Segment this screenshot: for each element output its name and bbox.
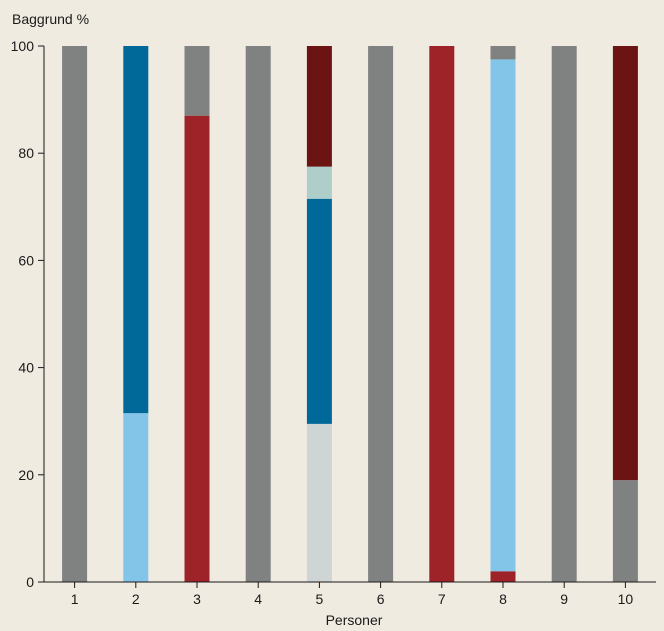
y-tick-label: 100: [11, 38, 35, 54]
x-tick-label: 6: [377, 591, 385, 607]
x-tick-label: 4: [254, 591, 262, 607]
y-tick-label: 60: [18, 252, 34, 268]
x-axis-title: Personer: [326, 612, 383, 628]
bar-segment-person-2: [123, 46, 149, 414]
bar-segment-person-1: [62, 46, 88, 582]
x-tick-label: 5: [316, 591, 324, 607]
bar-segment-person-10: [612, 46, 638, 481]
bar-segment-person-7: [429, 46, 455, 582]
y-tick-label: 20: [18, 467, 34, 483]
bar-segment-person-5: [306, 46, 332, 167]
bar-segment-person-5: [306, 198, 332, 424]
x-tick-label: 1: [71, 591, 79, 607]
x-tick-label: 3: [193, 591, 201, 607]
x-tick-label: 7: [438, 591, 446, 607]
bar-segment-person-6: [368, 46, 394, 582]
bar-segment-person-3: [184, 46, 210, 116]
bar-segment-person-5: [306, 166, 332, 199]
bars-group: [62, 46, 638, 583]
y-tick-label: 40: [18, 360, 34, 376]
bar-segment-person-10: [612, 480, 638, 582]
bar-segment-person-8: [490, 46, 516, 60]
bar-segment-person-5: [306, 423, 332, 582]
bar-segment-person-2: [123, 413, 149, 582]
bar-segment-person-8: [490, 59, 516, 572]
x-axis: 1 2 3 4 5 6 7 8 9 10: [44, 581, 656, 607]
bar-segment-person-3: [184, 115, 210, 583]
y-axis: 0 20 40 60 80 100: [11, 38, 45, 590]
x-tick-label: 9: [560, 591, 568, 607]
bar-segment-person-4: [245, 46, 271, 582]
bar-segment-person-8: [490, 571, 516, 582]
x-tick-label: 8: [499, 591, 507, 607]
y-axis-title: Baggrund %: [12, 11, 89, 27]
bar-segment-person-9: [551, 46, 577, 582]
y-tick-label: 0: [26, 574, 34, 590]
y-tick-label: 80: [18, 145, 34, 161]
x-tick-label: 2: [132, 591, 140, 607]
x-tick-label: 10: [618, 591, 634, 607]
